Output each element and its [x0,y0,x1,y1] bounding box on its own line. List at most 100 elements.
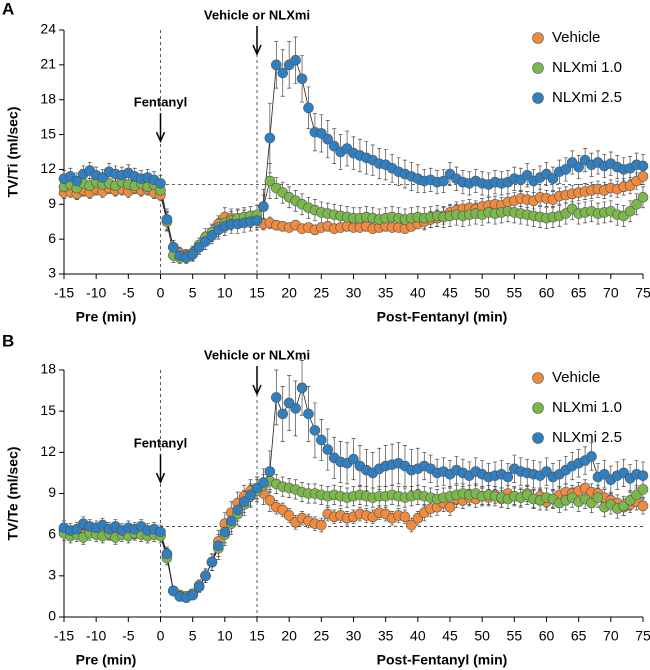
data-point [637,500,649,512]
data-point [637,484,649,495]
legend-marker [532,372,544,384]
data-point [71,175,83,187]
legend-label: NLXmi 1.0 [552,59,622,76]
legend-marker [532,32,544,44]
data-point [238,496,250,508]
x-tick-label: 50 [474,628,490,644]
data-point [155,526,166,538]
annotation-arrowhead [155,131,166,144]
y-tick-label: 6 [48,230,56,246]
data-point [406,519,417,531]
annotation: Vehicle or NLXmi [204,347,310,362]
x-tick-label: -10 [86,628,106,644]
data-point [631,198,642,210]
x-tick-label: 70 [603,628,619,644]
annotation: Fentanyl [134,95,187,110]
data-point [637,160,649,172]
x-tick-label: 30 [346,285,362,301]
y-tick-label: 3 [48,567,56,583]
legend-label: Vehicle [552,29,600,46]
data-point [264,466,276,477]
y-axis-label: TV/Ti (ml/sec) [5,107,21,198]
x-tick-label: 60 [539,285,555,301]
data-point [586,451,597,462]
data-point [592,492,604,503]
data-point [161,548,173,560]
data-point [161,214,173,225]
x-tick-label: 65 [571,285,587,301]
data-point [168,241,179,253]
data-point [322,444,334,455]
annotation: Fentanyl [134,436,187,451]
data-point [303,408,314,420]
data-point [225,515,237,527]
data-point [316,434,327,446]
data-point [502,471,514,483]
x-tick-label: 10 [217,285,233,301]
x-tick-label: 40 [410,285,426,301]
y-tick-label: 3 [48,265,56,281]
legend-marker [532,92,544,104]
data-point [277,408,289,420]
data-point [296,382,308,394]
data-point [637,171,649,182]
data-point [296,73,308,85]
y-tick-label: 6 [48,525,56,541]
data-point [290,403,301,414]
x-tick-label: 25 [314,285,330,301]
x-tick-label: 40 [410,628,426,644]
x-tick-label: 55 [507,628,523,644]
data-point [290,54,301,66]
data-point [309,425,321,436]
x-tick-label: -15 [54,628,74,644]
y-tick-label: 12 [40,160,56,176]
x-tick-label: 75 [635,285,650,301]
x-tick-label: 5 [189,285,197,301]
x-tick-label: 30 [346,628,362,644]
y-tick-label: 0 [48,608,56,624]
data-point [322,133,334,145]
data-point [206,556,218,568]
y-tick-label: 12 [40,443,56,459]
x-tick-label: 45 [442,285,458,301]
x-tick-label: -5 [122,628,135,644]
x-tick-label: 25 [314,628,330,644]
data-point [264,132,276,144]
data-point [155,178,166,189]
x-tick-label: 60 [539,628,555,644]
x-tick-label: 45 [442,628,458,644]
data-point [444,501,456,513]
data-point [270,392,282,403]
legend-marker [532,432,544,444]
x-tick-label: 20 [281,285,297,301]
y-tick-label: 24 [40,21,56,37]
data-point [283,510,295,521]
data-point [264,495,276,506]
data-point [573,161,584,173]
x-axis-label: Post-Fentanyl (min) [377,309,508,325]
y-tick-label: 18 [40,90,56,106]
y-tick-label: 18 [40,361,56,377]
legend-marker [532,62,544,74]
x-tick-label: -15 [54,285,74,301]
x-tick-label: 5 [189,628,197,644]
data-point [187,589,198,601]
data-point [219,526,231,538]
x-tick-label: 65 [571,628,587,644]
data-point [258,477,269,488]
data-point [200,570,211,582]
x-tick-label: -5 [122,285,135,301]
x-tick-label: 50 [474,285,490,301]
legend-marker [532,402,544,414]
x-tick-label: 35 [378,628,394,644]
x-tick-label: 15 [249,628,265,644]
x-axis-label: Pre (min) [76,652,137,668]
y-axis-label: TV/Te (ml/sec) [5,447,21,541]
x-tick-label: 0 [157,628,165,644]
data-point [399,511,411,523]
data-point [316,519,327,531]
data-point [624,205,636,217]
data-point [547,173,559,185]
y-tick-label: 21 [40,56,56,72]
data-point [270,59,282,71]
